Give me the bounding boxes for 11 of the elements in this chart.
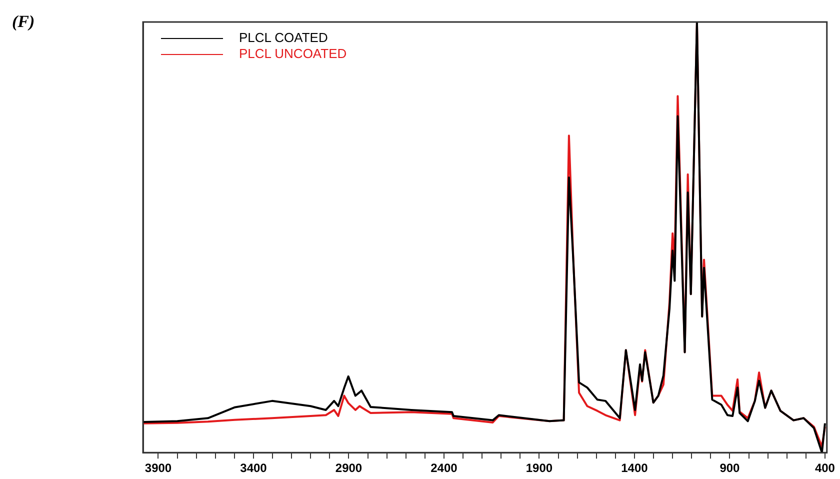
x-tick-label: 2900 [335,461,362,476]
x-tick-label: 3400 [240,461,268,476]
x-tick-label: 1900 [526,461,553,476]
chart-title: (F) [12,12,35,32]
x-tick-label: 900 [720,461,740,476]
x-tick-label: 1400 [621,461,648,476]
legend-label: PLCL UNCOATED [239,46,347,62]
x-tick-label: 3900 [144,461,172,476]
x-tick-label: 400 [814,461,836,476]
legend-label: PLCL COATED [239,30,328,46]
x-tick-label: 2400 [430,461,458,476]
